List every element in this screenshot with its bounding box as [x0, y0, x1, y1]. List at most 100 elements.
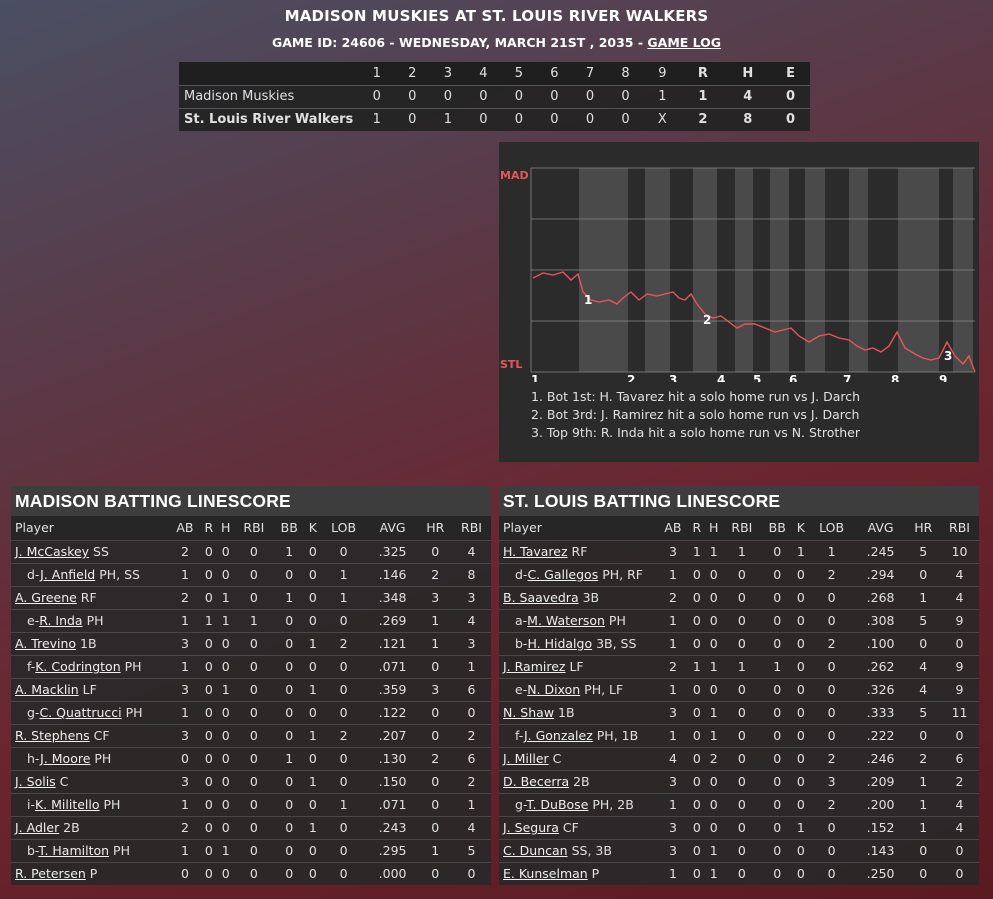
stat-cell: 0	[200, 723, 217, 747]
stat-cell: 1	[320, 585, 367, 609]
stat-cell: 4	[940, 792, 979, 816]
batting-row: i-K. Militello PH 1 0 0 0 0 0 1.071 0 1	[11, 792, 491, 816]
stat-cell: .325	[366, 539, 419, 563]
stat-cell: 0	[793, 861, 809, 885]
stat-cell: 0	[808, 815, 855, 839]
player-position: LF	[565, 659, 584, 674]
stat-cell: 1	[305, 815, 321, 839]
stat-cell: 1	[169, 608, 201, 632]
batting-column-header: K	[305, 516, 321, 540]
player-name-link[interactable]: J. Solis	[15, 774, 56, 789]
stat-cell: 4	[906, 677, 941, 701]
batting-row: J. Ramirez LF 2 1 1 1 1 0 0.262 4 9	[499, 654, 979, 678]
inning-header: 9	[643, 62, 682, 85]
stat-cell: 6	[452, 677, 491, 701]
batting-column-header: K	[793, 516, 809, 540]
stat-cell: 0	[940, 631, 979, 655]
player-name-link[interactable]: J. McCaskey	[15, 544, 90, 559]
player-position: 2B	[59, 820, 80, 835]
stat-cell: .209	[854, 769, 907, 793]
stat-cell: 0	[320, 861, 367, 885]
player-name-link[interactable]: C. Quattrucci	[39, 705, 122, 720]
stat-cell: 0	[761, 539, 794, 563]
player-name-link[interactable]: J. Moore	[40, 751, 91, 766]
player-name-link[interactable]: J. Gonzalez	[523, 728, 593, 743]
madison-batting-header: Player AB R H RBI BB K LOB AVG HR RBI	[11, 516, 491, 540]
inning-score: X	[643, 107, 682, 131]
stat-cell: 0	[418, 723, 453, 747]
stat-cell: 0	[688, 792, 705, 816]
batting-row: C. Duncan SS, 3B 3 0 1 0 0 0 0.143 0 0	[499, 838, 979, 862]
player-name-link[interactable]: H. Hidalgo	[527, 636, 593, 651]
player-name-link[interactable]: R. Inda	[39, 613, 83, 628]
player-name-link[interactable]: J. Ramirez	[503, 659, 566, 674]
stat-cell: 5	[452, 838, 491, 862]
player-name-link[interactable]: R. Stephens	[15, 728, 90, 743]
player-position: CF	[558, 820, 579, 835]
game-log-link[interactable]: GAME LOG	[647, 35, 722, 50]
player-name-link[interactable]: C. Gallegos	[527, 567, 599, 582]
stat-cell: 0	[793, 562, 809, 586]
player-name-link[interactable]: N. Dixon	[527, 682, 581, 697]
sub-prefix: f-	[27, 659, 36, 674]
player-name-link[interactable]: R. Petersen	[15, 866, 86, 882]
stat-cell: .146	[366, 562, 419, 586]
player-name-link[interactable]: A. Trevino	[15, 636, 77, 651]
sub-prefix: b-	[515, 636, 528, 651]
player-name-link[interactable]: D. Becerra	[503, 774, 570, 789]
player-name-link[interactable]: J. Anfield	[40, 567, 96, 582]
stat-cell: 2	[808, 631, 855, 655]
stat-cell: 0	[216, 746, 235, 770]
stat-cell: 0	[761, 861, 794, 885]
player-name-link[interactable]: A. Greene	[15, 590, 77, 605]
stat-cell: 0	[200, 815, 217, 839]
batting-row: d-J. Anfield PH, SS 1 0 0 0 0 0 1.146 2 8	[11, 562, 491, 586]
stat-cell: .246	[854, 746, 907, 770]
inning-score: 1	[430, 107, 466, 131]
stat-cell: .143	[854, 838, 907, 862]
stat-cell: 1	[169, 700, 201, 724]
player-cell: a-M. Waterson PH	[499, 608, 657, 632]
total-score: 0	[771, 84, 810, 108]
player-name-link[interactable]: K. Codrington	[35, 659, 121, 674]
player-name-link[interactable]: A. Macklin	[15, 682, 79, 697]
player-name-link[interactable]: J. Miller	[503, 751, 549, 766]
batting-row: J. McCaskey SS 2 0 0 0 1 0 0.325 0 4	[11, 539, 491, 563]
stat-cell: 0	[793, 700, 809, 724]
stat-cell: 0	[688, 585, 705, 609]
player-name-link[interactable]: J. Adler	[15, 820, 60, 835]
stat-cell: 0	[234, 562, 274, 586]
player-name-link[interactable]: B. Saavedra	[503, 590, 579, 605]
player-cell: R. Petersen P	[11, 861, 169, 885]
player-position: PH, 1B	[592, 728, 639, 743]
batting-column-header: AVG	[854, 516, 907, 540]
stat-cell: 0	[722, 677, 762, 701]
stat-cell: 0	[704, 631, 723, 655]
player-name-link[interactable]: K. Militello	[34, 797, 100, 812]
player-name-link[interactable]: T. DuBose	[526, 797, 589, 812]
stat-cell: 0	[216, 723, 235, 747]
player-name-link[interactable]: T. Hamilton	[38, 843, 110, 858]
stat-cell: .308	[854, 608, 907, 632]
player-name-link[interactable]: M. Waterson	[527, 613, 605, 628]
stat-cell: 0	[234, 838, 274, 862]
stat-cell: 0	[200, 539, 217, 563]
player-name-link[interactable]: E. Kunselman	[503, 866, 588, 882]
player-name-link[interactable]: H. Tavarez	[503, 544, 568, 559]
stat-cell: 5	[906, 700, 941, 724]
player-name-link[interactable]: C. Duncan	[503, 843, 568, 858]
stat-cell: 1	[688, 539, 705, 563]
batting-row: J. Adler 2B 2 0 0 0 0 1 0.243 0 4	[11, 815, 491, 839]
stat-cell: .000	[366, 861, 419, 885]
player-position: C	[55, 774, 69, 789]
player-name-link[interactable]: J. Segura	[503, 820, 559, 835]
stat-cell: 0	[200, 700, 217, 724]
player-cell: B. Saavedra 3B	[499, 585, 657, 609]
player-name-link[interactable]: N. Shaw	[503, 705, 555, 720]
linescore-row: Madison Muskies 0 0 0 0 0 0 0 0 1 1 4 0	[179, 84, 810, 108]
stat-cell: 3	[657, 838, 689, 862]
stat-cell: 4	[940, 562, 979, 586]
stat-cell: 0	[216, 861, 235, 885]
